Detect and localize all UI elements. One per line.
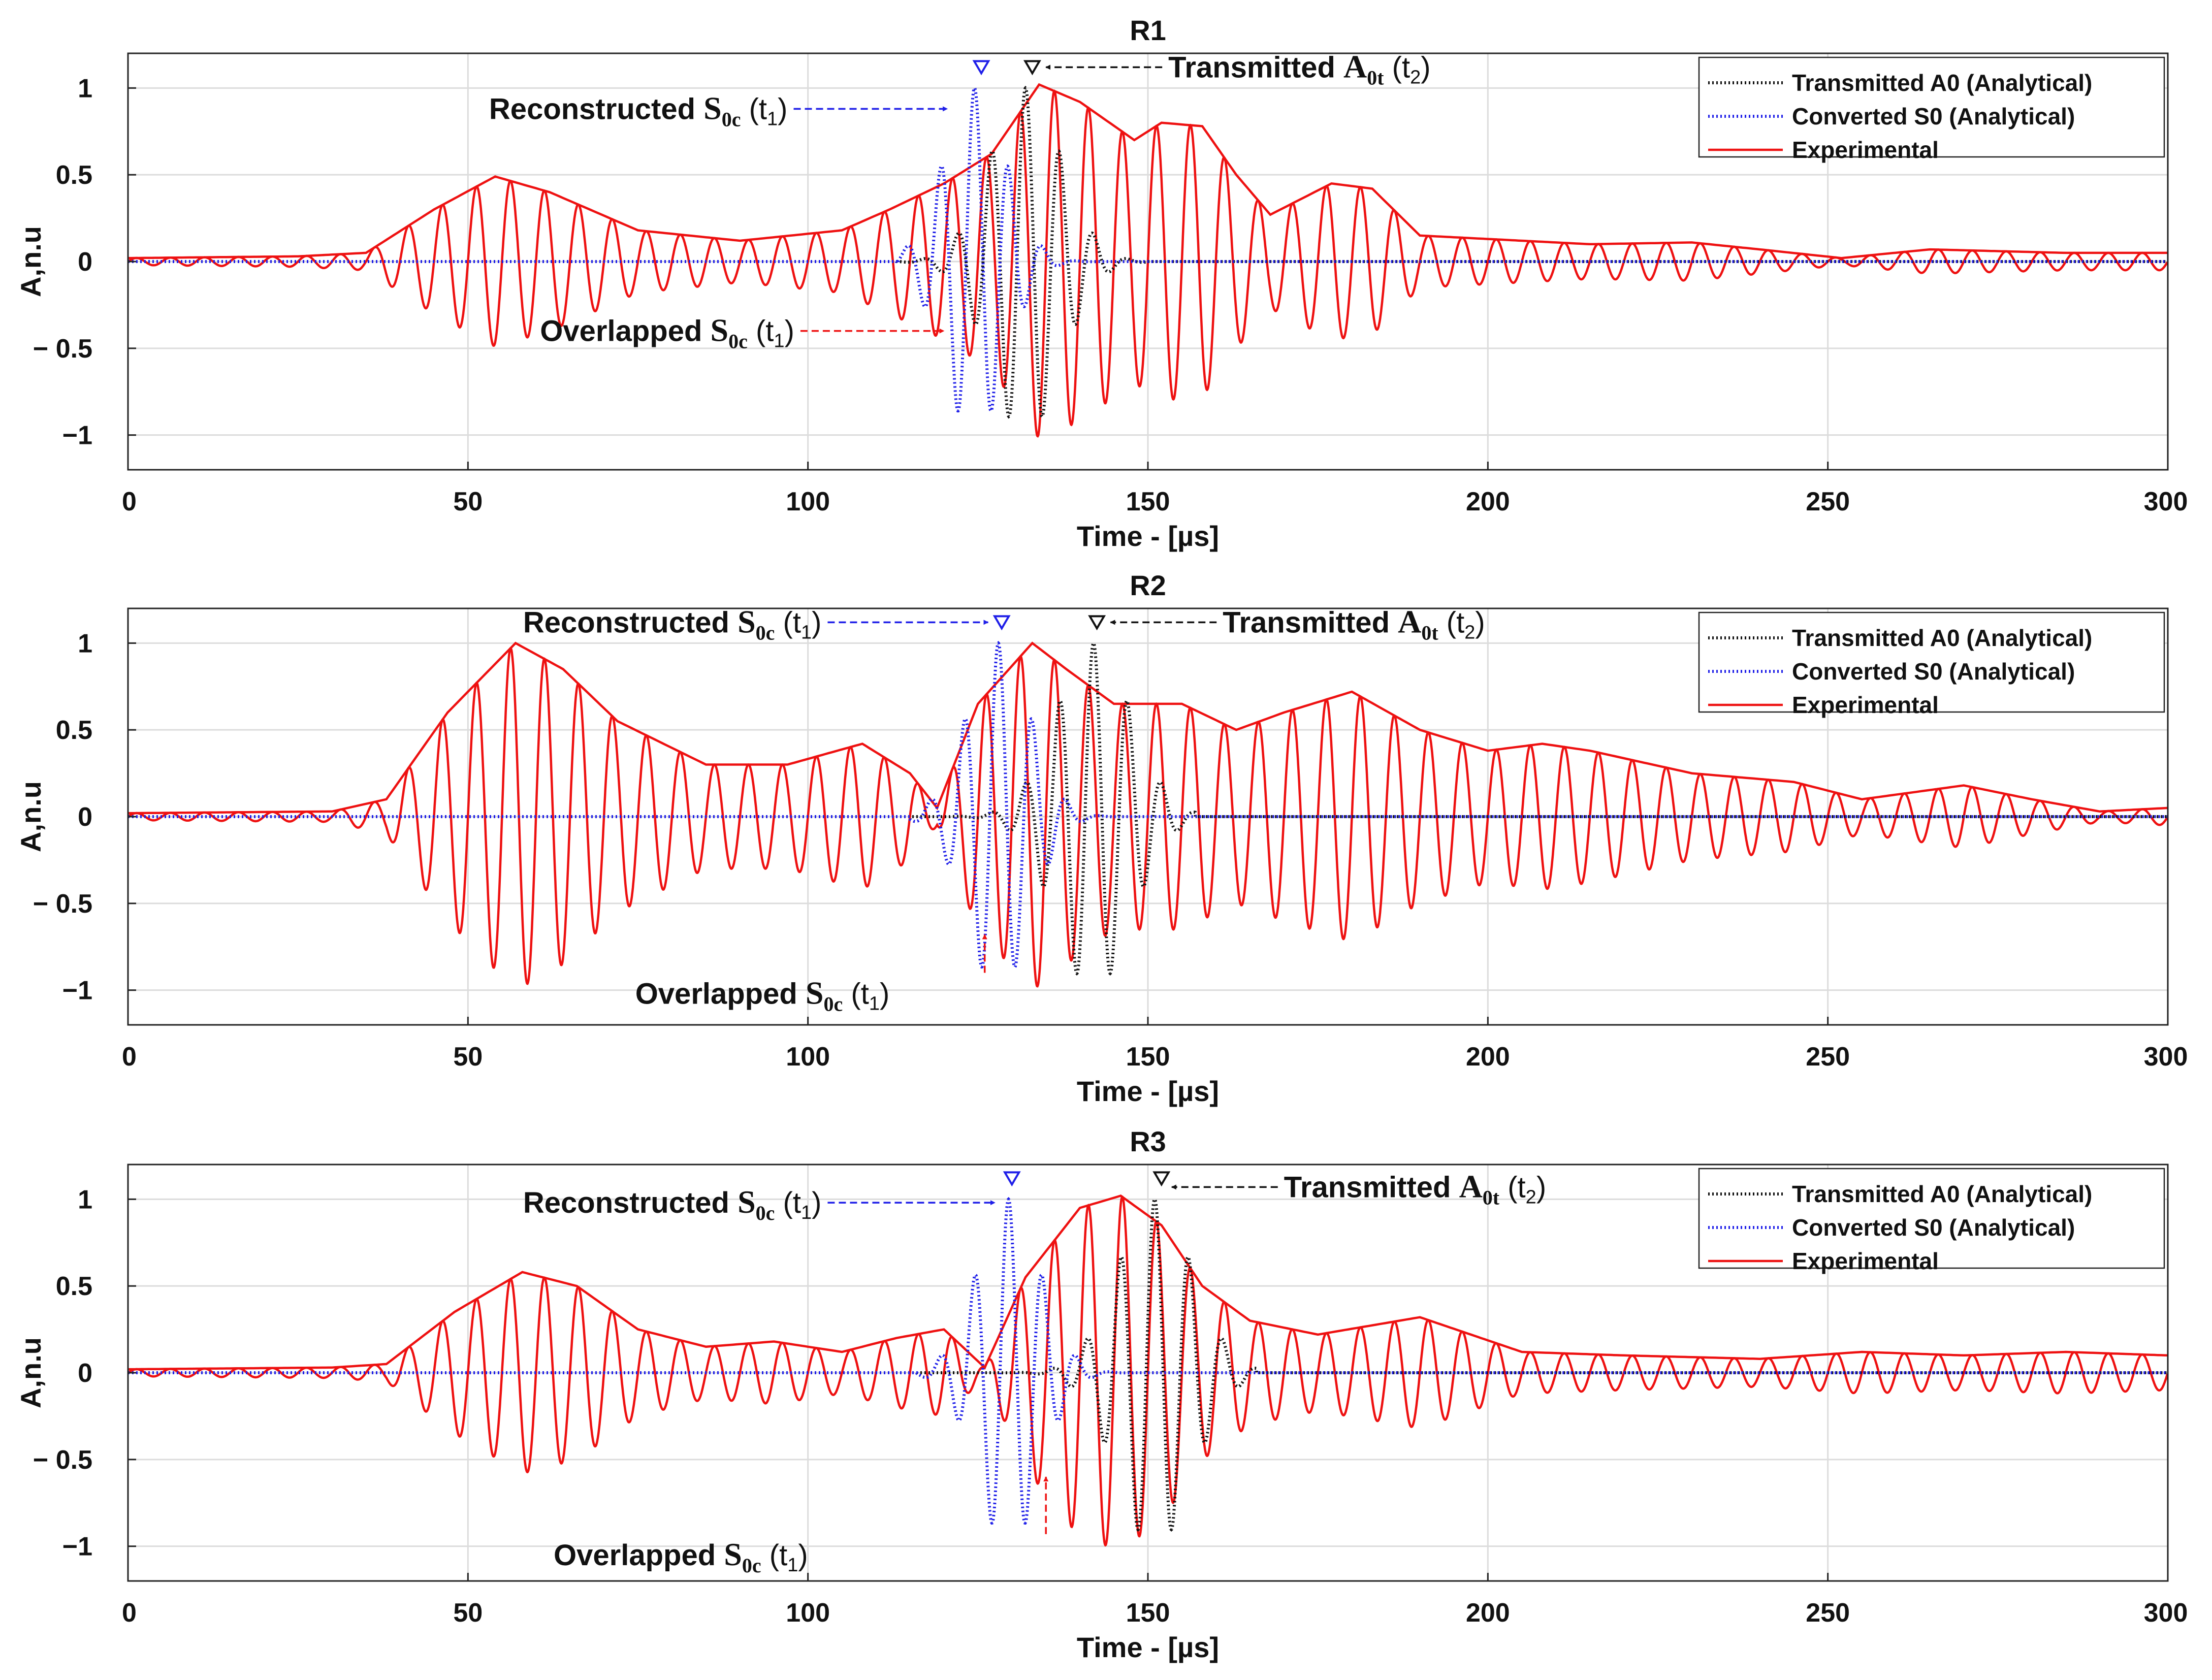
curves bbox=[128, 83, 2168, 438]
curves bbox=[128, 641, 2168, 988]
x-tick-label: 0 bbox=[122, 1598, 137, 1628]
annotation-label: Overlapped S0c (t1) bbox=[635, 975, 890, 1016]
y-tick-label: − 0.5 bbox=[33, 334, 92, 364]
x-tick-label: 50 bbox=[453, 487, 483, 516]
y-tick-label: 1 bbox=[78, 1185, 92, 1214]
legend-label: Converted S0 (Analytical) bbox=[1792, 103, 2075, 130]
annotation: Overlapped S0c (t1) bbox=[554, 1476, 1049, 1577]
legend-label: Converted S0 (Analytical) bbox=[1792, 1214, 2075, 1241]
series-experimental-envelope bbox=[128, 1194, 2168, 1371]
legend-label: Transmitted A0 (Analytical) bbox=[1792, 70, 2092, 96]
annotation-label: Transmitted A0t (t2) bbox=[1284, 1168, 1546, 1209]
y-axis-label: A,n.u bbox=[15, 781, 47, 852]
curves bbox=[128, 1194, 2168, 1547]
series-experimental-envelope bbox=[128, 83, 2168, 260]
chart-panel-1: 0 50 100 150 200 250 300 1 0.5 0 − 0.5 −1 R1 Time - [… bbox=[15, 14, 2188, 552]
series-experimental-envelope bbox=[128, 641, 2168, 815]
annotation-label: Reconstructed S0c (t1) bbox=[523, 603, 822, 644]
annotation-label: Transmitted A0t (t2) bbox=[1168, 48, 1430, 89]
series-converted-s0-line bbox=[128, 1197, 2168, 1525]
x-tick-label: 150 bbox=[1126, 1598, 1170, 1628]
annotation: Transmitted A0t (t2) bbox=[1171, 1168, 1546, 1209]
chart-panel-2: 0 50 100 150 200 250 300 1 0.5 0 − 0.5 −1 R2 Time - [… bbox=[15, 569, 2188, 1107]
y-tick-label: − 0.5 bbox=[33, 889, 92, 919]
annotation-label: Overlapped S0c (t1) bbox=[540, 312, 794, 353]
y-tick-label: −1 bbox=[62, 421, 92, 450]
legend-label: Transmitted A0 (Analytical) bbox=[1792, 625, 2092, 651]
series-experimental-line bbox=[128, 647, 2168, 988]
annotation: Reconstructed S0c (t1) bbox=[523, 603, 989, 644]
chart-title: R2 bbox=[1130, 569, 1166, 601]
y-tick-label: 0 bbox=[78, 1359, 92, 1388]
chart-panel-3: 0 50 100 150 200 250 300 1 0.5 0 − 0.5 −1 R3 Time - [… bbox=[15, 1125, 2188, 1663]
legend-label: Converted S0 (Analytical) bbox=[1792, 658, 2075, 685]
x-axis-label: Time - [µs] bbox=[1077, 1631, 1219, 1663]
x-tick-label: 250 bbox=[1806, 487, 1850, 516]
y-tick-label: 1 bbox=[78, 629, 92, 658]
y-tick-label: 0.5 bbox=[56, 716, 92, 745]
x-tick-label: 300 bbox=[2144, 1598, 2188, 1628]
x-tick-label: 300 bbox=[2144, 487, 2188, 516]
x-tick-label: 0 bbox=[122, 1042, 137, 1072]
chart-title: R1 bbox=[1130, 14, 1166, 46]
series-transmitted-a0-line bbox=[128, 85, 2168, 419]
legend-box bbox=[1698, 611, 2165, 713]
annotation: Transmitted A0t (t2) bbox=[1110, 603, 1485, 644]
annotation: Overlapped S0c (t1) bbox=[540, 312, 945, 353]
peak-marker bbox=[972, 60, 990, 76]
x-axis-label: Time - [µs] bbox=[1077, 1075, 1219, 1107]
y-tick-label: 1 bbox=[78, 74, 92, 103]
x-tick-label: 0 bbox=[122, 487, 137, 516]
legend-box bbox=[1698, 56, 2165, 158]
x-tick-label: 300 bbox=[2144, 1042, 2188, 1072]
legend-label: Experimental bbox=[1792, 137, 1939, 163]
y-tick-label: 0 bbox=[78, 247, 92, 277]
series-converted-s0-line bbox=[128, 641, 2168, 969]
annotation: Overlapped S0c (t1) bbox=[635, 934, 987, 1016]
annotation: Reconstructed S0c (t1) bbox=[523, 1184, 996, 1224]
x-tick-label: 200 bbox=[1466, 1598, 1510, 1628]
x-tick-label: 100 bbox=[786, 1042, 830, 1072]
legend-label: Experimental bbox=[1792, 1248, 1939, 1274]
y-axis-label: A,n.u bbox=[15, 1337, 47, 1408]
peak-marker bbox=[1023, 60, 1041, 76]
x-tick-label: 250 bbox=[1806, 1598, 1850, 1628]
x-tick-label: 50 bbox=[453, 1042, 483, 1072]
legend-label: Transmitted A0 (Analytical) bbox=[1792, 1181, 2092, 1207]
annotation-label: Reconstructed S0c (t1) bbox=[523, 1184, 822, 1224]
x-tick-label: 200 bbox=[1466, 1042, 1510, 1072]
y-tick-label: − 0.5 bbox=[33, 1445, 92, 1475]
legend-box bbox=[1698, 1168, 2165, 1269]
legend-label: Experimental bbox=[1792, 692, 1939, 718]
annotation-label: Reconstructed S0c (t1) bbox=[489, 90, 788, 131]
x-tick-label: 150 bbox=[1126, 1042, 1170, 1072]
x-tick-label: 100 bbox=[786, 1598, 830, 1628]
annotation-label: Transmitted A0t (t2) bbox=[1223, 603, 1485, 644]
y-tick-label: 0 bbox=[78, 802, 92, 832]
x-axis-label: Time - [µs] bbox=[1077, 520, 1219, 552]
series-converted-s0-line bbox=[128, 85, 2168, 412]
y-tick-label: 0.5 bbox=[56, 160, 92, 190]
peak-marker bbox=[1088, 615, 1106, 631]
legend: Transmitted A0 (Analytical) Converted S0 … bbox=[1698, 1168, 2165, 1274]
annotation: Transmitted A0t (t2) bbox=[1045, 48, 1431, 89]
peak-marker bbox=[992, 615, 1011, 631]
peak-marker bbox=[1003, 1171, 1021, 1187]
y-tick-label: −1 bbox=[62, 976, 92, 1006]
annotation: Reconstructed S0c (t1) bbox=[489, 90, 948, 131]
y-tick-label: −1 bbox=[62, 1532, 92, 1562]
y-axis-label: A,n.u bbox=[15, 226, 47, 297]
peak-marker bbox=[1152, 1171, 1171, 1187]
y-tick-label: 0.5 bbox=[56, 1272, 92, 1301]
x-tick-label: 150 bbox=[1126, 487, 1170, 516]
x-tick-label: 200 bbox=[1466, 487, 1510, 516]
legend: Transmitted A0 (Analytical) Converted S0 … bbox=[1698, 56, 2165, 163]
legend: Transmitted A0 (Analytical) Converted S0 … bbox=[1698, 611, 2165, 718]
x-tick-label: 50 bbox=[453, 1598, 483, 1628]
chart-title: R3 bbox=[1130, 1125, 1166, 1157]
x-tick-label: 100 bbox=[786, 487, 830, 516]
x-tick-label: 250 bbox=[1806, 1042, 1850, 1072]
annotation-label: Overlapped S0c (t1) bbox=[554, 1536, 808, 1577]
